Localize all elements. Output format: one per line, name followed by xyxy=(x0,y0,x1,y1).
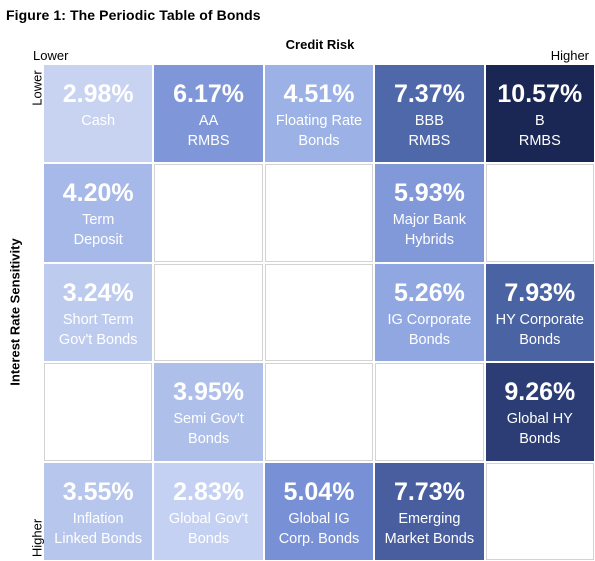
y-axis-low-label: Lower xyxy=(29,70,45,106)
x-axis-low-label: Lower xyxy=(33,48,69,63)
bond-label: Market Bonds xyxy=(384,530,475,547)
bond-yield-value: 7.73% xyxy=(393,477,465,506)
empty-cell xyxy=(264,363,374,461)
empty-cell xyxy=(485,462,594,560)
empty-cell xyxy=(264,263,374,362)
bond-cell: 4.51% Floating Rate Bonds xyxy=(264,65,374,163)
bond-yield-value: 4.20% xyxy=(62,179,134,208)
bond-label: Bonds xyxy=(188,431,230,448)
figure-title: Figure 1: The Periodic Table of Bonds xyxy=(6,7,261,23)
y-axis-title: Interest Rate Sensitivity xyxy=(7,238,23,386)
bond-label: IG Corporate xyxy=(387,311,472,328)
bond-label: Short Term xyxy=(62,311,134,328)
bond-yield-value: 4.51% xyxy=(283,80,355,108)
empty-cell xyxy=(44,363,153,461)
bond-label: Hybrids xyxy=(404,232,454,249)
bond-cell: 5.26% IG Corporate Bonds xyxy=(375,263,484,362)
bond-label: Bonds xyxy=(408,331,450,348)
bond-yield-value: 2.98% xyxy=(62,80,134,108)
bond-label: Bonds xyxy=(298,133,340,149)
bond-label: Global IG xyxy=(288,510,350,527)
bond-yield-value: 7.93% xyxy=(504,278,576,307)
bond-label: RMBS xyxy=(518,133,561,149)
bond-grid: 2.98% Cash 6.17% AA RMBS 4.51% Floating Rate Bo… xyxy=(44,65,594,560)
bond-cell: 9.26% Global HY Bonds xyxy=(485,363,594,461)
x-axis-high-label: Higher xyxy=(550,48,589,63)
empty-cell xyxy=(154,263,263,362)
bond-yield-value: 3.24% xyxy=(62,278,134,307)
bond-yield-value: 2.83% xyxy=(173,477,245,506)
bond-label: Floating Rate xyxy=(275,113,363,129)
empty-cell xyxy=(375,363,484,461)
empty-cell xyxy=(485,164,594,262)
bond-cell: 3.55% Inflation Linked Bonds xyxy=(44,462,153,560)
bond-cell: 5.93% Major Bank Hybrids xyxy=(375,164,484,262)
bond-label: Inflation xyxy=(72,510,124,527)
bond-yield-value: 6.17% xyxy=(173,80,245,108)
bond-label: Global Gov't xyxy=(168,510,249,527)
bond-label: B xyxy=(534,113,545,129)
bond-cell: 7.37% BBB RMBS xyxy=(375,65,484,163)
bond-label: Cash xyxy=(81,113,116,129)
bond-yield-value: 5.26% xyxy=(393,278,465,307)
bond-yield-value: 9.26% xyxy=(504,378,576,407)
empty-cell xyxy=(154,164,263,262)
bond-label: HY Corporate xyxy=(495,311,584,328)
bond-label: Global HY xyxy=(506,411,573,428)
bond-label: Bonds xyxy=(519,431,561,448)
bond-label: BBB xyxy=(414,113,444,129)
bond-label: Linked Bonds xyxy=(54,530,143,547)
bond-label: Semi Gov't xyxy=(173,411,244,428)
bond-yield-value: 3.55% xyxy=(62,477,134,506)
bond-cell: 2.98% Cash xyxy=(44,65,153,163)
bond-yield-value: 5.04% xyxy=(283,477,355,506)
bond-label: Term xyxy=(82,212,115,229)
bond-label: Deposit xyxy=(73,232,123,249)
bond-cell: 10.57% B RMBS xyxy=(485,65,594,163)
y-axis-high-label: Higher xyxy=(29,518,45,558)
bond-cell: 3.24% Short Term Gov't Bonds xyxy=(44,263,153,362)
bond-label: AA xyxy=(198,113,219,129)
bond-label: Bonds xyxy=(519,331,561,348)
x-axis-title: Credit Risk xyxy=(285,37,355,52)
bond-cell: 5.04% Global IG Corp. Bonds xyxy=(264,462,374,560)
bond-label: RMBS xyxy=(408,133,451,149)
bond-label: Gov't Bonds xyxy=(58,331,138,348)
bond-cell: 2.83% Global Gov't Bonds xyxy=(154,462,263,560)
bond-cell: 4.20% Term Deposit xyxy=(44,164,153,262)
bond-cell: 7.93% HY Corporate Bonds xyxy=(485,263,594,362)
bond-cell: 3.95% Semi Gov't Bonds xyxy=(154,363,263,461)
bond-yield-value: 5.93% xyxy=(393,179,465,208)
empty-cell xyxy=(264,164,374,262)
bond-yield-value: 10.57% xyxy=(497,80,583,108)
bond-label: Bonds xyxy=(188,530,230,547)
bond-yield-value: 3.95% xyxy=(173,378,245,407)
bond-label: RMBS xyxy=(187,133,230,149)
bond-label: Major Bank xyxy=(392,212,467,229)
bond-cell: 6.17% AA RMBS xyxy=(154,65,263,163)
bond-label: Emerging xyxy=(398,510,461,527)
bond-label: Corp. Bonds xyxy=(278,530,360,547)
bond-yield-value: 7.37% xyxy=(393,80,465,108)
bond-cell: 7.73% Emerging Market Bonds xyxy=(375,462,484,560)
